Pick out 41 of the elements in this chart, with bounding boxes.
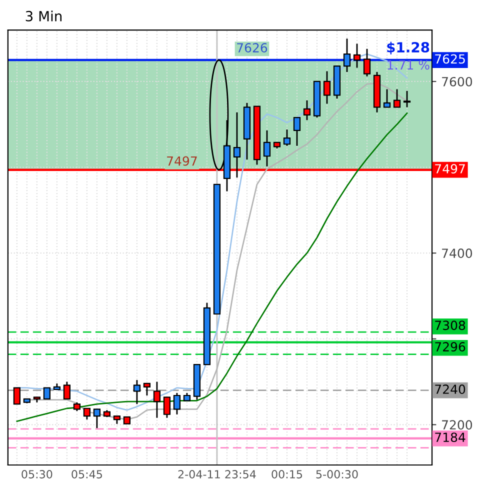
annotation: 7497 [167, 156, 197, 166]
candlestick [93, 408, 101, 429]
x-tick-label: 2-04-11 23:54 [178, 470, 256, 478]
candlestick [293, 116, 301, 147]
annotation: $1.28 [387, 42, 430, 54]
annotation: 1.71 % [388, 60, 430, 70]
candlestick [383, 88, 391, 108]
candlestick [283, 128, 291, 147]
candlestick [233, 112, 241, 178]
candlestick [353, 43, 361, 68]
candlestick [83, 408, 91, 420]
candlestick [173, 392, 181, 416]
y-tick-label: 7200 [442, 420, 472, 430]
candlestick [63, 381, 71, 400]
ref-line-label: 7308 [435, 320, 466, 330]
ref-line-label: 7296 [435, 342, 466, 352]
candlestick [323, 70, 331, 104]
candlestick [43, 387, 50, 400]
candlestick [263, 130, 271, 168]
x-tick-label: 5-00:30 [316, 470, 358, 478]
candlestick [303, 100, 311, 121]
ref-line-label: 7240 [435, 384, 466, 394]
candlestick [343, 38, 351, 73]
y-tick-label: 7400 [442, 248, 472, 258]
candlestick [143, 382, 151, 396]
x-tick-label: 05:30 [22, 470, 52, 478]
candlestick [153, 381, 161, 419]
y-tick-label: 7600 [442, 76, 472, 86]
ref-line-label: 7184 [435, 432, 466, 442]
ref-line-label: 7497 [435, 164, 465, 174]
candlestick [363, 48, 371, 78]
x-tick-label: 05:45 [72, 470, 102, 478]
candlestick [403, 90, 411, 108]
candlestick [163, 396, 171, 419]
ref-line-label: 7625 [435, 54, 465, 64]
chart-title: 3 Min [26, 10, 62, 22]
candlestick [393, 88, 401, 108]
candlestick [133, 379, 141, 405]
x-tick-label: 00:15 [272, 470, 302, 478]
candlestick [13, 387, 20, 405]
annotation: 7626 [237, 43, 268, 52]
